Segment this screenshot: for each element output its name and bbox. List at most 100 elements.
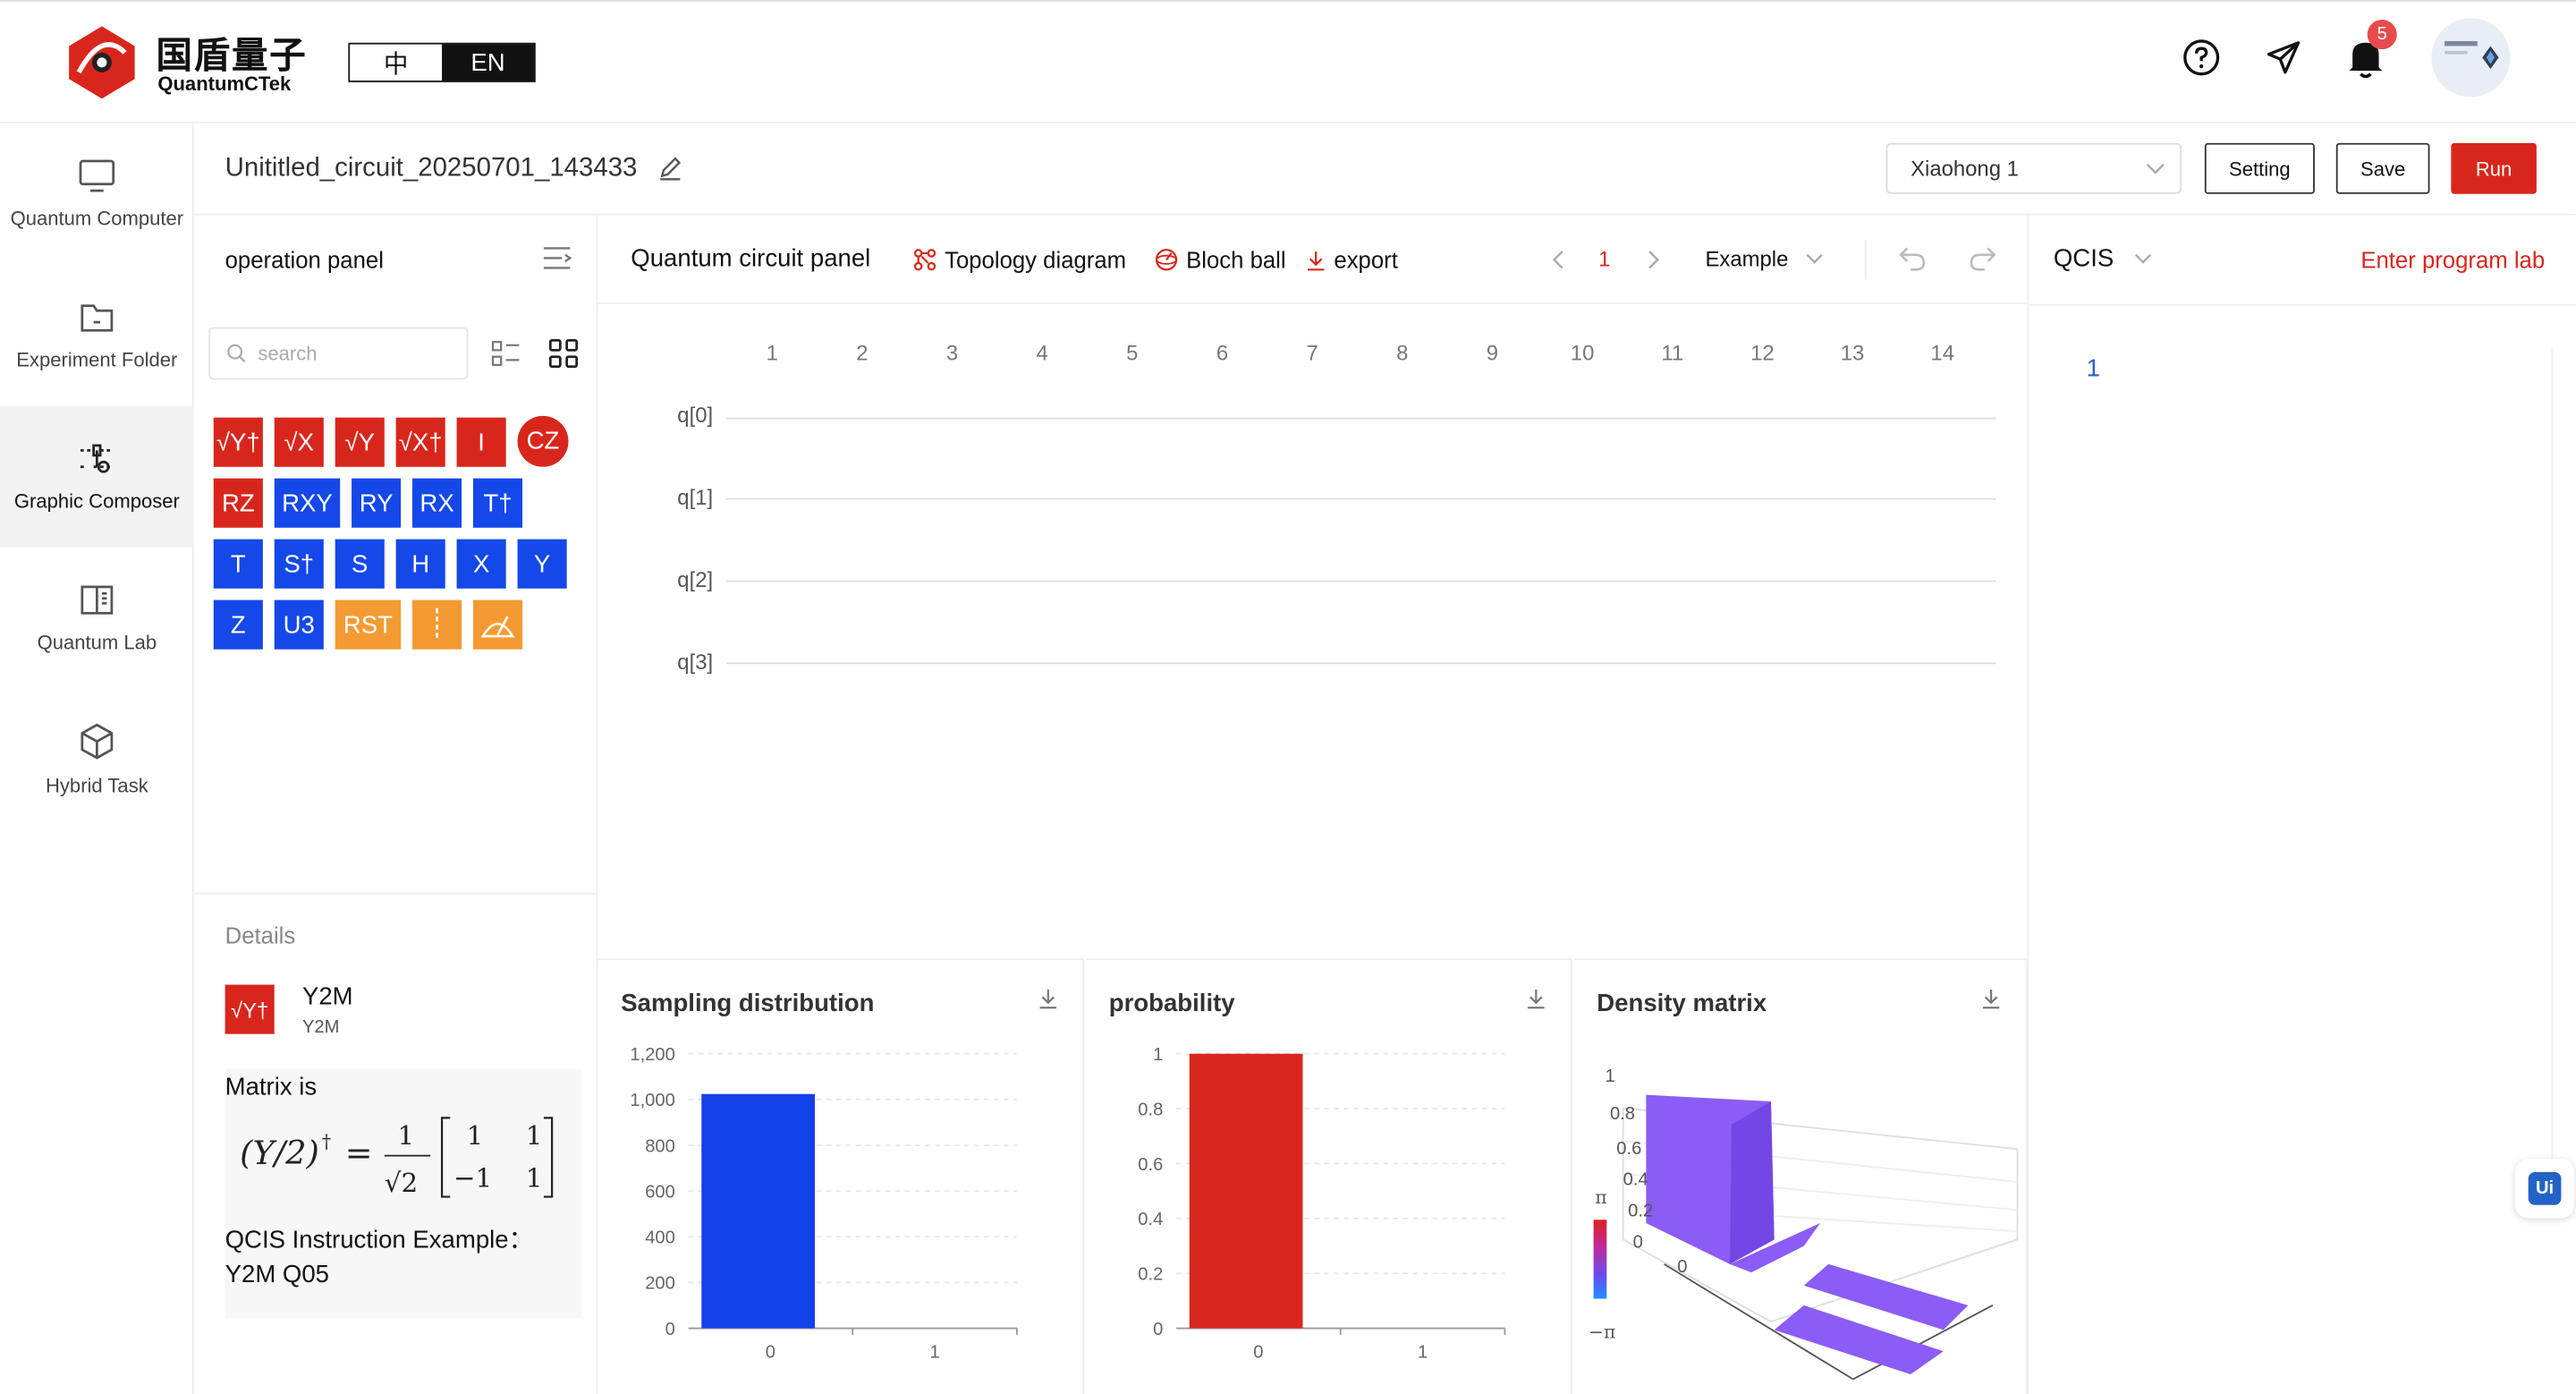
gate-rxy[interactable]: RXY [274, 478, 341, 528]
z-axis-tick: 0 [1633, 1233, 1643, 1253]
gate-reset[interactable]: RST [335, 599, 402, 650]
circuit-panel-header [597, 216, 2028, 304]
gate-t[interactable]: T [213, 539, 263, 589]
gate-s-dagger[interactable]: S† [274, 539, 324, 589]
gate-y[interactable]: Y [517, 539, 567, 589]
svg-text:1: 1 [397, 1120, 414, 1151]
topology-diagram-link[interactable]: Topology diagram [913, 247, 1126, 273]
gate-identity[interactable]: I [456, 417, 506, 467]
y-tick-label: 1,200 [630, 1045, 675, 1065]
edit-icon[interactable] [657, 155, 683, 181]
list-view-icon[interactable] [491, 338, 521, 368]
svg-text:=: = [345, 1134, 373, 1172]
ui-helper-widget[interactable]: Ui [2514, 1159, 2575, 1219]
gate-x[interactable]: X [456, 539, 506, 589]
undo-icon[interactable] [1897, 245, 1927, 271]
nav-graphic-composer[interactable]: Graphic Composer [0, 405, 194, 548]
gate-h[interactable]: H [395, 539, 445, 589]
details-gate-subname: Y2M [301, 1017, 340, 1038]
download-icon[interactable] [1038, 988, 1058, 1009]
bloch-label: Bloch ball [1186, 246, 1286, 273]
colorbar [1593, 1220, 1607, 1299]
gate-measure[interactable] [472, 599, 523, 650]
bloch-ball-link[interactable]: Bloch ball [1155, 246, 1286, 273]
search-icon [227, 344, 246, 362]
collapse-menu-icon[interactable] [542, 247, 572, 270]
lang-cn-option[interactable]: 中 [350, 44, 443, 81]
y-tick-label: 400 [645, 1228, 675, 1248]
bar[interactable] [1189, 1053, 1303, 1329]
y-tick-label: 600 [645, 1182, 675, 1202]
gate-ry[interactable]: RY [352, 478, 402, 528]
top-bar [0, 0, 2576, 123]
measure-icon [480, 616, 515, 638]
panel-divider [2027, 215, 2029, 1394]
bell-icon[interactable] [2344, 36, 2387, 79]
help-icon[interactable] [2180, 36, 2223, 79]
gate-s[interactable]: S [335, 539, 385, 589]
nav-quantum-lab[interactable]: Quantum Lab [0, 548, 194, 689]
book-icon [80, 585, 114, 615]
gate-sqrt-x[interactable]: √X [274, 417, 324, 467]
x-axis-tick: 0 [1677, 1257, 1687, 1277]
y-tick-label: 1 [1153, 1045, 1163, 1065]
chevron-down-icon [2134, 253, 2151, 264]
bar[interactable] [701, 1093, 816, 1329]
column-number: 14 [1930, 340, 1954, 365]
save-button[interactable]: Save [2335, 142, 2430, 194]
gate-z[interactable]: Z [213, 599, 263, 650]
example-dropdown[interactable]: Example [1705, 246, 1822, 272]
logo-en-text: QuantumCTek [157, 72, 292, 96]
example-label: Example [1705, 246, 1789, 272]
prev-page-icon[interactable] [1552, 250, 1566, 269]
details-gate-name: Y2M [301, 982, 353, 1011]
grid-view-icon[interactable] [548, 338, 579, 369]
gate-sqrt-y[interactable]: √Y [335, 417, 385, 467]
next-page-icon[interactable] [1646, 250, 1659, 269]
qubit-wire[interactable] [725, 497, 1996, 500]
user-avatar[interactable] [2431, 18, 2511, 98]
gate-cz[interactable]: CZ [517, 415, 569, 467]
column-number: 11 [1661, 340, 1684, 365]
nav-quantum-computer[interactable]: Quantum Computer [0, 123, 194, 265]
run-button[interactable]: Run [2451, 142, 2537, 194]
qubit-wire[interactable] [725, 417, 1996, 420]
language-switch[interactable]: 中 EN [348, 42, 536, 82]
qcis-dropdown[interactable]: QCIS [2054, 245, 2152, 273]
x-tick-label: 0 [1253, 1343, 1263, 1363]
y-tick-label: 0.4 [1138, 1210, 1163, 1229]
colorbar-min-label: −π [1589, 1322, 1615, 1343]
enter-program-lab-link[interactable]: Enter program lab [2360, 246, 2546, 273]
download-icon[interactable] [1526, 988, 1546, 1009]
gate-barrier[interactable] [412, 599, 462, 650]
download-icon[interactable] [1981, 988, 2001, 1009]
column-number: 4 [1036, 340, 1048, 365]
notification-badge: 5 [2367, 20, 2397, 50]
export-link[interactable]: export [1306, 247, 1398, 273]
logo-icon [69, 26, 135, 99]
gate-rz[interactable]: RZ [213, 478, 263, 528]
column-number: 2 [856, 340, 869, 365]
nav-experiment-folder[interactable]: Experiment Folder [0, 265, 194, 406]
device-select[interactable]: Xiaohong 1 [1885, 142, 2182, 194]
send-icon[interactable] [2262, 36, 2305, 79]
x-tick-label: 0 [766, 1343, 775, 1363]
gate-t-dagger[interactable]: T† [472, 478, 523, 528]
nav-hybrid-task[interactable]: Hybrid Task [0, 689, 194, 830]
qubit-wire[interactable] [725, 662, 1996, 665]
page-number[interactable]: 1 [1598, 246, 1611, 272]
nav-label: Quantum Lab [37, 631, 157, 655]
redo-icon[interactable] [1968, 245, 1997, 271]
editor-scrollbar[interactable] [2551, 348, 2576, 1171]
y-tick-label: 200 [645, 1274, 675, 1294]
lang-en-option[interactable]: EN [442, 44, 534, 81]
gate-search-input[interactable]: search [208, 327, 469, 380]
topology-icon [913, 249, 936, 271]
qubit-wire[interactable] [725, 580, 1996, 582]
gate-rx[interactable]: RX [412, 478, 462, 528]
setting-button[interactable]: Setting [2204, 142, 2315, 194]
gate-u3[interactable]: U3 [274, 599, 324, 650]
gate-sqrt-y-dagger[interactable]: √Y† [213, 417, 263, 467]
gate-sqrt-x-dagger[interactable]: √X† [395, 417, 445, 467]
folder-icon [80, 304, 114, 332]
